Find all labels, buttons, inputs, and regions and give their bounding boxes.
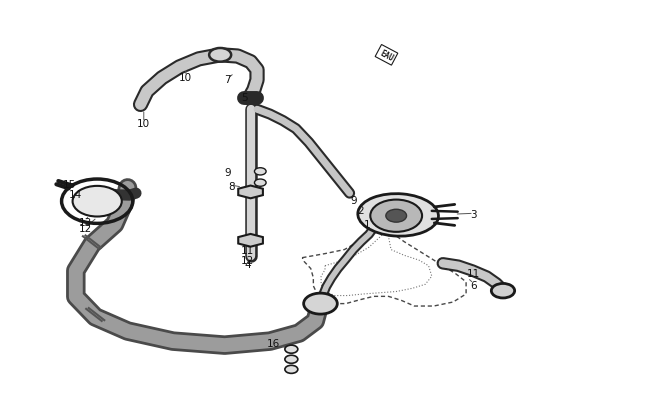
- Text: 15: 15: [62, 179, 76, 190]
- Circle shape: [285, 355, 298, 363]
- Circle shape: [304, 293, 337, 314]
- Circle shape: [254, 179, 266, 187]
- Text: 9: 9: [225, 167, 231, 177]
- Text: 10: 10: [179, 73, 192, 83]
- Text: 6: 6: [471, 280, 477, 290]
- Circle shape: [491, 284, 515, 298]
- Polygon shape: [239, 234, 263, 247]
- Text: 7: 7: [225, 75, 231, 85]
- Text: 12: 12: [79, 224, 92, 234]
- Text: EAU: EAU: [378, 49, 395, 63]
- Circle shape: [285, 365, 298, 373]
- Text: 4: 4: [244, 260, 251, 270]
- Text: 14: 14: [69, 190, 83, 199]
- Circle shape: [386, 210, 406, 223]
- Text: 9: 9: [351, 196, 358, 205]
- Polygon shape: [239, 186, 263, 199]
- Text: 1: 1: [364, 220, 370, 230]
- Text: 3: 3: [471, 209, 477, 220]
- Circle shape: [209, 49, 231, 62]
- Text: 11: 11: [467, 268, 480, 278]
- Ellipse shape: [358, 194, 439, 237]
- Circle shape: [254, 168, 266, 175]
- Circle shape: [370, 200, 422, 232]
- Text: 2: 2: [358, 206, 364, 215]
- Text: 13: 13: [79, 217, 92, 228]
- Circle shape: [73, 186, 122, 217]
- Text: 16: 16: [266, 338, 280, 348]
- Text: 8: 8: [228, 181, 235, 192]
- Circle shape: [285, 345, 298, 353]
- Text: 12: 12: [240, 256, 254, 266]
- Text: 11: 11: [240, 246, 254, 256]
- Text: 5: 5: [240, 93, 248, 103]
- Text: 10: 10: [137, 119, 150, 129]
